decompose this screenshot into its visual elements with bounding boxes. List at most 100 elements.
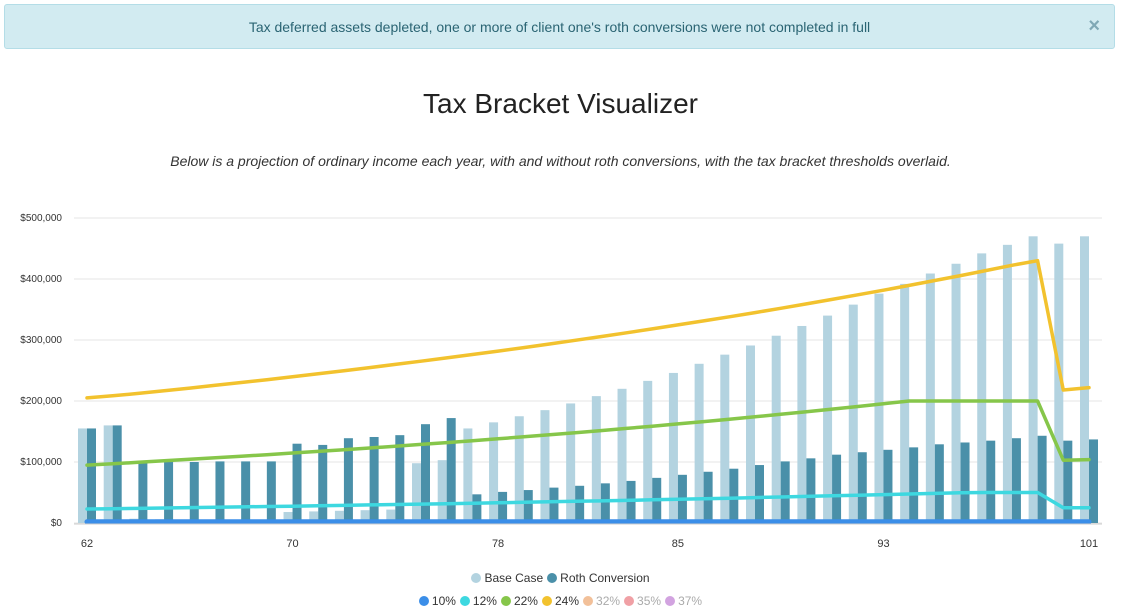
legend-label: 32% [596, 594, 621, 608]
base-case-bar [848, 304, 858, 523]
roth-conversion-bar [832, 454, 842, 523]
legend-swatch [418, 596, 429, 606]
legend-label: 24% [554, 594, 580, 608]
roth-conversion-bar [87, 428, 96, 523]
base-case-bar [540, 410, 550, 523]
roth-conversion-bar [1063, 440, 1073, 523]
y-tick-label: $200,000 [20, 396, 62, 407]
legend-item-32pct[interactable]: 32% [583, 594, 620, 608]
base-case-bar [823, 315, 833, 523]
roth-conversion-bar [934, 444, 944, 523]
roth-conversion-bar [292, 443, 302, 523]
roth-conversion-bar [266, 461, 276, 523]
base-case-bar [437, 460, 447, 523]
base-case-bar [360, 510, 370, 523]
base-case-bar [771, 335, 781, 523]
roth-conversion-bar [318, 444, 328, 523]
legend-swatch [583, 596, 594, 606]
roth-conversion-bar [1089, 439, 1098, 523]
roth-conversion-bar [138, 462, 148, 523]
base-case-bar [309, 511, 319, 523]
base-case-bar [514, 416, 524, 523]
base-case-bar [1080, 236, 1089, 524]
y-tick-label: $500,000 [20, 213, 62, 224]
series-legend: Base Case Roth Conversion [0, 571, 1121, 586]
roth-conversion-bar [986, 440, 996, 523]
base-case-bar [643, 380, 653, 523]
base-case-bar [463, 428, 473, 523]
legend-item-37pct[interactable]: 37% [665, 594, 702, 608]
close-icon[interactable]: × [1088, 15, 1100, 37]
base-case-bar [617, 388, 627, 523]
legend-swatch [547, 573, 558, 583]
legend-swatch [624, 596, 635, 606]
y-tick-label: $0 [51, 518, 63, 529]
legend-label: 35% [637, 594, 662, 608]
legend-swatch [665, 596, 676, 606]
x-tick-label: 70 [286, 538, 298, 550]
legend-item-22pct[interactable]: 22% [500, 594, 538, 608]
roth-conversion-bar [523, 490, 533, 523]
bracket-line-12pct [85, 490, 1091, 511]
base-case-bar [1028, 236, 1038, 524]
legend-swatch [459, 596, 470, 606]
base-case-bar [566, 403, 576, 523]
base-case-bar [386, 509, 396, 523]
legend-item-roth-conversion[interactable]: Roth Conversion [547, 571, 650, 585]
base-case-bar [668, 372, 678, 523]
roth-conversion-bar [780, 461, 790, 523]
legend-swatch [500, 596, 511, 606]
legend-item-12pct[interactable]: 12% [459, 594, 497, 608]
roth-conversion-bar [421, 424, 430, 523]
roth-conversion-bar [164, 460, 174, 523]
legend-label: 37% [678, 594, 703, 608]
roth-conversion-bar [472, 494, 482, 523]
legend-label: Roth Conversion [560, 571, 650, 585]
base-case-bar [951, 263, 961, 523]
tax-bracket-chart: $0 $100,000 $200,000 $300,000 $400,000 $500,0… [20, 213, 1102, 550]
roth-conversion-bar [549, 487, 559, 523]
x-tick-label: 85 [672, 538, 684, 550]
roth-conversion-bar [883, 449, 893, 523]
roth-conversion-bar [806, 458, 816, 523]
roth-conversion-bar [241, 461, 251, 523]
legend-item-35pct[interactable]: 35% [624, 594, 661, 608]
legend-label: 12% [472, 594, 497, 608]
y-tick-label: $100,000 [20, 457, 62, 468]
legend-item-24pct[interactable]: 24% [541, 594, 580, 608]
roth-conversion-bar [498, 491, 508, 523]
x-tick-label: 93 [877, 538, 889, 550]
base-case-bar [334, 510, 344, 523]
base-case-bar [977, 253, 987, 523]
roth-conversion-bar [729, 468, 739, 523]
y-tick-label: $300,000 [20, 335, 62, 346]
roth-conversion-bar [600, 483, 610, 523]
legend-swatch [471, 573, 482, 583]
alert-banner: Tax deferred assets depleted, one or mor… [4, 4, 1115, 49]
base-case-bar [900, 283, 910, 523]
roth-conversion-bar [909, 447, 919, 523]
roth-conversion-bar [575, 485, 585, 523]
roth-conversion-bar [755, 465, 764, 523]
base-case-bar [720, 354, 730, 523]
base-case-bar [746, 345, 755, 523]
x-tick-label: 62 [81, 538, 93, 550]
legend-item-10pct[interactable]: 10% [418, 594, 456, 608]
legend-label: 22% [513, 594, 538, 608]
legend-item-base-case[interactable]: Base Case [471, 571, 543, 585]
roth-conversion-bar [215, 461, 225, 523]
base-case-bar [1002, 244, 1012, 523]
legend-label: Base Case [484, 571, 544, 585]
alert-message: Tax deferred assets depleted, one or mor… [248, 18, 871, 35]
roth-conversion-bar [857, 452, 867, 523]
x-tick-label: 78 [492, 538, 504, 550]
base-case-bar [283, 512, 293, 523]
bracket-line-22pct [85, 399, 1091, 467]
roth-conversion-bar [189, 462, 199, 523]
base-case-bar [489, 422, 499, 523]
base-case-bar [797, 325, 807, 523]
bracket-line-24pct [85, 258, 1091, 400]
roth-conversion-bar [369, 436, 379, 523]
roth-conversion-bar [1011, 438, 1021, 523]
bracket-legend: 10% 12% 22% 24% 32% 35% 37% [0, 594, 1121, 609]
